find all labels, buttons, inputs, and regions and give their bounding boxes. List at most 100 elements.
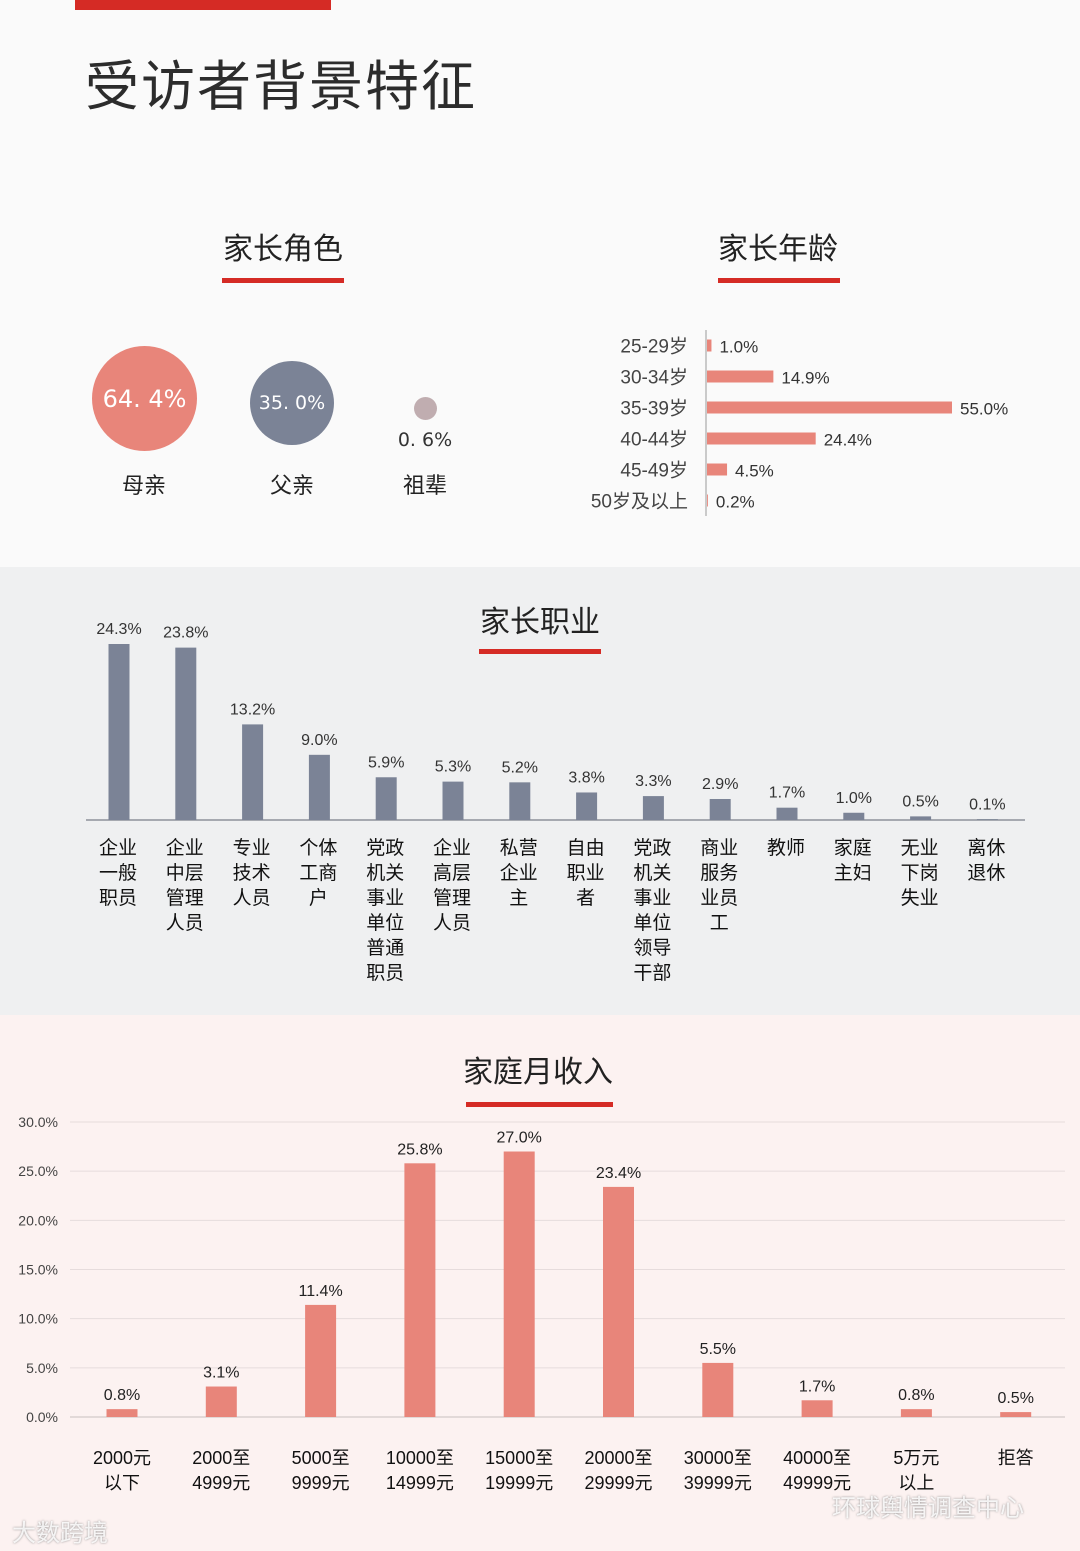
income-category-label: 49999元: [783, 1473, 851, 1493]
occupation-category-label: 户: [309, 887, 328, 909]
occupation-category-label: 商业: [700, 837, 738, 859]
age-title: 家长年龄: [718, 232, 838, 267]
mother-label: 母亲: [121, 474, 166, 499]
income-value-label: 0.8%: [104, 1387, 140, 1404]
role-title-underline: [222, 278, 344, 283]
income-category-label: 15000至: [485, 1448, 553, 1468]
occupation-category-label: 失业: [901, 887, 939, 909]
occupation-value-label: 5.9%: [368, 754, 404, 771]
occupation-category-label: 人员: [233, 887, 271, 909]
occupation-category-label: 离休: [967, 837, 1005, 859]
income-bar: [801, 1400, 833, 1417]
income-bar: [503, 1151, 535, 1417]
income-ytick-label: 30.0%: [18, 1114, 58, 1130]
occupation-category-label: 业员: [700, 887, 738, 909]
income-bar: [205, 1386, 237, 1417]
age-category-label: 40-44岁: [620, 429, 688, 451]
income-bar: [1000, 1412, 1032, 1417]
occupation-category-label: 事业: [366, 887, 404, 909]
income-ytick-label: 0.0%: [26, 1409, 58, 1425]
occupation-category-label: 工商: [299, 862, 337, 884]
occupation-value-label: 0.5%: [902, 793, 938, 810]
occupation-bar: [509, 782, 531, 820]
age-bar: [707, 339, 712, 352]
income-category-label: 2000至: [192, 1448, 250, 1468]
occupation-category-label: 普通: [366, 937, 404, 959]
occupation-bar: [375, 777, 397, 820]
occupation-title: 家长职业: [480, 605, 600, 640]
occupation-category-label: 职员: [366, 963, 404, 984]
occupation-category-label: 企业: [433, 837, 471, 859]
occupation-value-label: 2.9%: [702, 776, 738, 793]
occupation-value-label: 5.2%: [502, 759, 538, 776]
occupation-category-label: 企业: [99, 837, 137, 859]
age-category-label: 25-29岁: [620, 336, 688, 358]
top-accent-bar: [75, 0, 331, 10]
occupation-bar: [843, 812, 865, 820]
occupation-category-label: 领导: [633, 937, 671, 959]
age-value-label: 24.4%: [824, 431, 872, 450]
income-bar: [305, 1304, 337, 1417]
occupation-value-label: 13.2%: [230, 701, 275, 718]
income-value-label: 23.4%: [596, 1165, 641, 1182]
role-title: 家长角色: [223, 232, 343, 267]
occupation-category-label: 机关: [366, 862, 404, 884]
page-title: 受访者背景特征: [85, 55, 477, 118]
income-category-label: 9999元: [292, 1473, 350, 1493]
occupation-value-label: 9.0%: [301, 732, 337, 749]
income-value-label: 0.8%: [898, 1387, 934, 1404]
occupation-value-label: 24.3%: [96, 621, 141, 638]
income-value-label: 1.7%: [799, 1378, 835, 1395]
age-value-label: 14.9%: [781, 369, 829, 388]
father-value: 35. 0%: [258, 392, 326, 414]
occupation-bar: [108, 644, 130, 820]
occupation-bar: [308, 754, 330, 820]
occupation-category-label: 主妇: [834, 862, 872, 884]
age-value-label: 1.0%: [719, 338, 758, 357]
occupation-category-label: 事业: [633, 887, 671, 909]
income-category-label: 4999元: [192, 1473, 250, 1493]
occupation-bar: [709, 798, 731, 820]
age-category-label: 45-49岁: [620, 460, 688, 482]
income-bar-chart: 0.0% 5.0% 10.0% 15.0% 20.0% 25.0% 30.0% 0.8% 200…: [18, 1114, 1065, 1493]
income-category-label: 29999元: [584, 1473, 652, 1493]
age-bar: [707, 463, 728, 476]
income-value-label: 0.5%: [997, 1390, 1033, 1407]
income-value-label: 3.1%: [203, 1365, 239, 1382]
income-ytick-label: 15.0%: [18, 1262, 58, 1278]
father-bubble: 35. 0%: [250, 361, 334, 445]
occupation-category-label: 企业: [500, 862, 538, 884]
income-bar: [404, 1163, 436, 1417]
mother-bubble: 64. 4%: [92, 346, 197, 451]
occupation-category-label: 专业: [233, 837, 271, 859]
occupation-category-label: 退休: [967, 862, 1005, 884]
occupation-value-label: 1.7%: [769, 785, 805, 802]
income-title: 家庭月收入: [463, 1055, 613, 1090]
income-ytick-label: 25.0%: [18, 1163, 58, 1179]
occupation-bar: [175, 647, 197, 820]
occupation-category-label: 教师: [767, 837, 805, 859]
occupation-bar: [910, 816, 932, 820]
occupation-category-label: 私营: [500, 837, 538, 859]
income-value-label: 11.4%: [299, 1283, 343, 1300]
mother-value: 64. 4%: [102, 384, 187, 413]
income-category-label: 拒答: [998, 1448, 1034, 1468]
income-category-label: 19999元: [485, 1473, 553, 1493]
occupation-bar: [976, 819, 998, 820]
income-value-label: 25.8%: [397, 1141, 442, 1158]
age-value-label: 4.5%: [735, 462, 774, 481]
occupation-category-label: 工: [710, 913, 729, 934]
income-category-label: 20000至: [584, 1448, 652, 1468]
occupation-bar: [776, 807, 798, 820]
occupation-category-label: 下岗: [901, 862, 939, 884]
occupation-category-label: 中层: [166, 862, 204, 884]
occupation-bar: [242, 724, 264, 820]
occupation-category-label: 人员: [433, 912, 471, 934]
age-title-underline: [718, 278, 840, 283]
income-bar: [603, 1186, 634, 1417]
age-bar: [707, 401, 952, 414]
income-category-label: 10000至: [386, 1448, 454, 1468]
income-bar: [900, 1409, 932, 1417]
occupation-value-label: 3.3%: [635, 773, 671, 790]
occupation-value-label: 23.8%: [163, 625, 208, 642]
